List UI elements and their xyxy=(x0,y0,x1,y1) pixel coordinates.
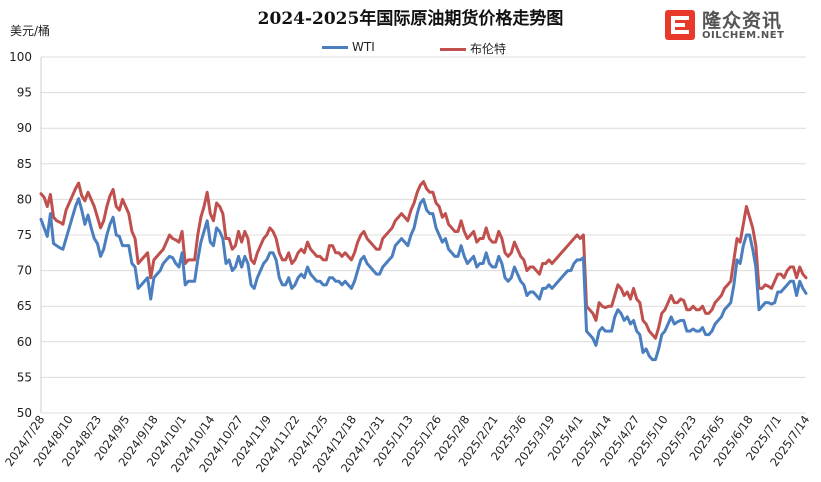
series-line-brent xyxy=(39,180,808,340)
y-tick-label: 90 xyxy=(17,121,32,135)
y-tick-label: 60 xyxy=(17,335,32,349)
legend-item-brent: 布伦特 xyxy=(440,40,506,57)
y-tick-label: 85 xyxy=(17,157,32,171)
y-axis-unit-label: 美元/桶 xyxy=(10,24,51,38)
oilchem-logo-icon xyxy=(665,10,695,40)
y-axis-ticks: 50 55 60 65 70 75 80 85 90 95 100 xyxy=(9,50,32,420)
chart-title: 2024-2025年国际原油期货价格走势图 xyxy=(257,9,564,29)
y-tick-label: 95 xyxy=(17,86,32,100)
brand-logo: 隆众资讯 OILCHEM.NET xyxy=(664,7,814,47)
y-tick-label: 80 xyxy=(17,192,32,206)
series-lines xyxy=(39,180,808,362)
legend-label-wti: WTI xyxy=(352,40,375,54)
legend-swatch-wti xyxy=(322,46,348,49)
y-tick-label: 65 xyxy=(17,299,32,313)
legend-item-wti: WTI xyxy=(322,40,375,54)
y-tick-label: 100 xyxy=(9,50,32,64)
legend-label-brent: 布伦特 xyxy=(470,42,507,56)
gridlines xyxy=(40,56,806,414)
x-axis-ticks: 2024/7/282024/8/102024/8/232024/9/52024/… xyxy=(2,413,812,475)
series-line-wti xyxy=(39,197,808,362)
y-tick-label: 50 xyxy=(17,406,32,420)
logo-chinese-text: 隆众资讯 xyxy=(702,10,783,32)
logo-english-text: OILCHEM.NET xyxy=(702,30,785,41)
chart-legend: WTI 布伦特 xyxy=(0,40,821,56)
y-tick-label: 55 xyxy=(17,370,32,384)
y-tick-label: 70 xyxy=(17,264,32,278)
legend-swatch-brent xyxy=(440,48,466,51)
y-tick-label: 75 xyxy=(17,228,32,242)
